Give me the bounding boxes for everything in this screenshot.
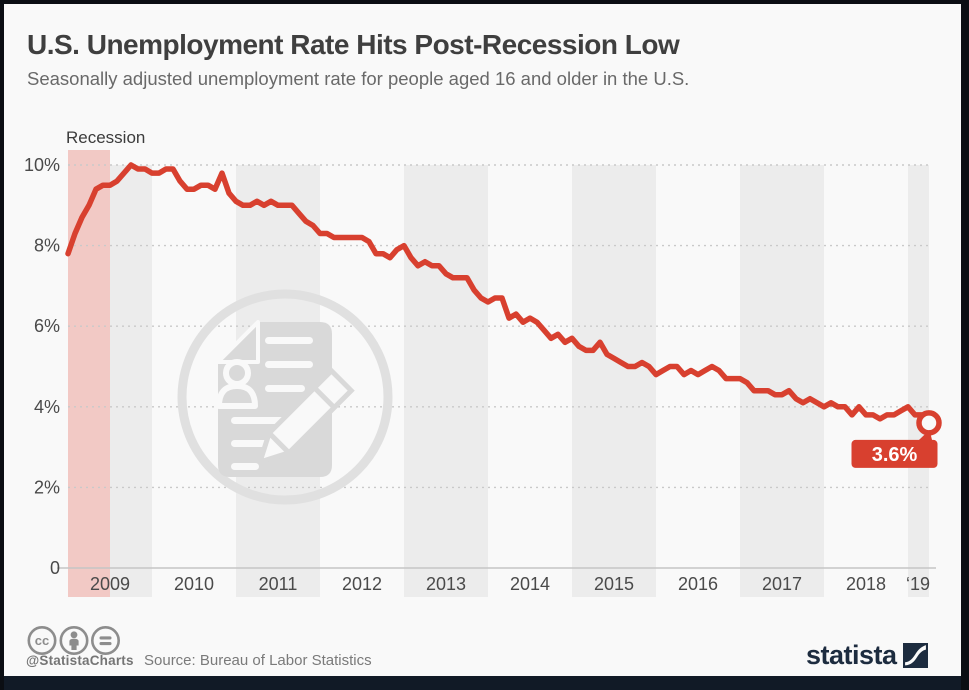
recession-band [68,150,110,597]
page-subtitle: Seasonally adjusted unemployment rate fo… [27,68,690,89]
statista-logo[interactable]: statista [806,640,928,671]
x-tick-label: 2013 [426,574,466,594]
x-tick-label: 2016 [678,574,718,594]
year-band [404,165,488,597]
x-tick-label: 2017 [762,574,802,594]
statista-watermark-icon [177,289,393,505]
x-tick-label: 2012 [342,574,382,594]
cc-license-badges[interactable]: cc [26,624,122,657]
statista-logo-text: statista [806,640,897,670]
frame-border-right [961,0,969,690]
y-tick-label: 0 [50,558,60,578]
source-text: Source: Bureau of Labor Statistics [144,652,372,669]
statista-charts-handle: @StatistaCharts [26,653,134,668]
cc-icon[interactable]: cc [27,626,57,655]
value-callout: 3.6% [851,429,938,468]
equals-nd-icon[interactable] [91,626,121,655]
attribution-person-icon[interactable] [59,626,89,655]
y-tick-label: 10% [24,155,60,175]
y-tick-label: 4% [34,397,60,417]
y-tick-label: 6% [34,316,60,336]
x-tick-label: 2014 [510,574,550,594]
statista-logo-swoosh-icon [902,643,928,668]
page-title: U.S. Unemployment Rate Hits Post-Recessi… [27,29,680,60]
end-marker [916,410,942,436]
x-tick-label: 2010 [174,574,214,594]
x-tick-label: 2015 [594,574,634,594]
x-tick-label: 2011 [259,574,298,594]
frame-border-left [0,0,4,690]
y-tick-label: 2% [34,477,60,497]
year-band [68,165,152,597]
value-callout-text: 3.6% [872,444,918,466]
year-band [740,165,824,597]
frame-border-top [0,0,969,4]
year-band [572,165,656,597]
year-band [908,165,929,597]
svg-text:cc: cc [35,633,49,648]
y-tick-label: 8% [34,236,60,256]
x-tick-label: 2009 [90,574,130,594]
x-tick-label: 2018 [846,574,886,594]
x-tick-label: ‘19 [906,574,930,594]
recession-label: Recession [66,128,146,147]
brand-bottom-bar [0,676,969,690]
